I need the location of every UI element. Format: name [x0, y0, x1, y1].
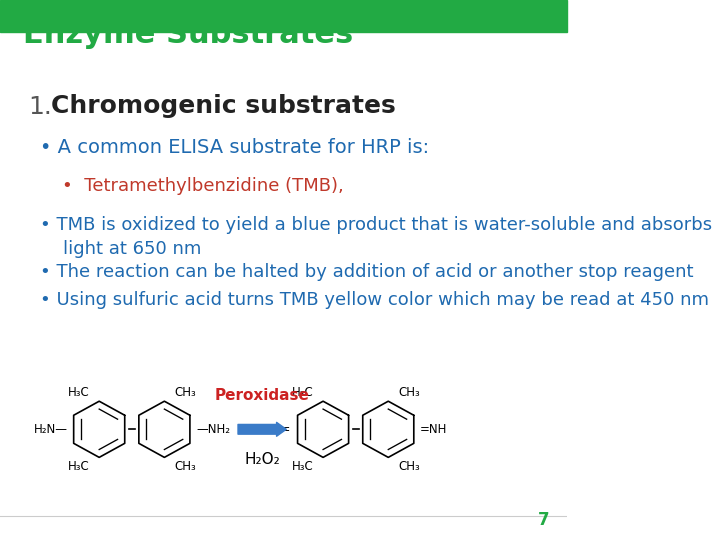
Text: H₃C: H₃C — [292, 460, 313, 473]
Text: H₂O₂: H₂O₂ — [244, 452, 280, 467]
Text: Peroxidase: Peroxidase — [215, 388, 310, 403]
Text: CH₃: CH₃ — [174, 386, 196, 399]
Text: H₂N—: H₂N— — [33, 423, 68, 436]
Text: —NH₂: —NH₂ — [196, 423, 230, 436]
Text: Chromogenic substrates: Chromogenic substrates — [51, 94, 396, 118]
Text: H₃C: H₃C — [68, 386, 89, 399]
Text: • The reaction can be halted by addition of acid or another stop reagent: • The reaction can be halted by addition… — [40, 263, 693, 281]
Text: • TMB is oxidized to yield a blue product that is water-soluble and absorbs
    : • TMB is oxidized to yield a blue produc… — [40, 216, 712, 258]
Text: 1.: 1. — [28, 94, 53, 118]
Text: CH₃: CH₃ — [398, 460, 420, 473]
Text: CH₃: CH₃ — [174, 460, 196, 473]
Text: H₃C: H₃C — [292, 386, 313, 399]
Text: =NH: =NH — [420, 423, 447, 436]
FancyArrowPatch shape — [238, 422, 287, 436]
Bar — [0, 0, 567, 32]
Text: CH₃: CH₃ — [398, 386, 420, 399]
Text: • Using sulfuric acid turns TMB yellow color which may be read at 450 nm: • Using sulfuric acid turns TMB yellow c… — [40, 291, 708, 308]
Text: 7: 7 — [538, 511, 550, 529]
Text: Enzyme Substrates: Enzyme Substrates — [22, 19, 353, 49]
Text: •  Tetramethylbenzidine (TMB),: • Tetramethylbenzidine (TMB), — [63, 177, 344, 195]
Text: H₃C: H₃C — [68, 460, 89, 473]
Text: HN=: HN= — [264, 423, 292, 436]
Text: • A common ELISA substrate for HRP is:: • A common ELISA substrate for HRP is: — [40, 138, 429, 157]
